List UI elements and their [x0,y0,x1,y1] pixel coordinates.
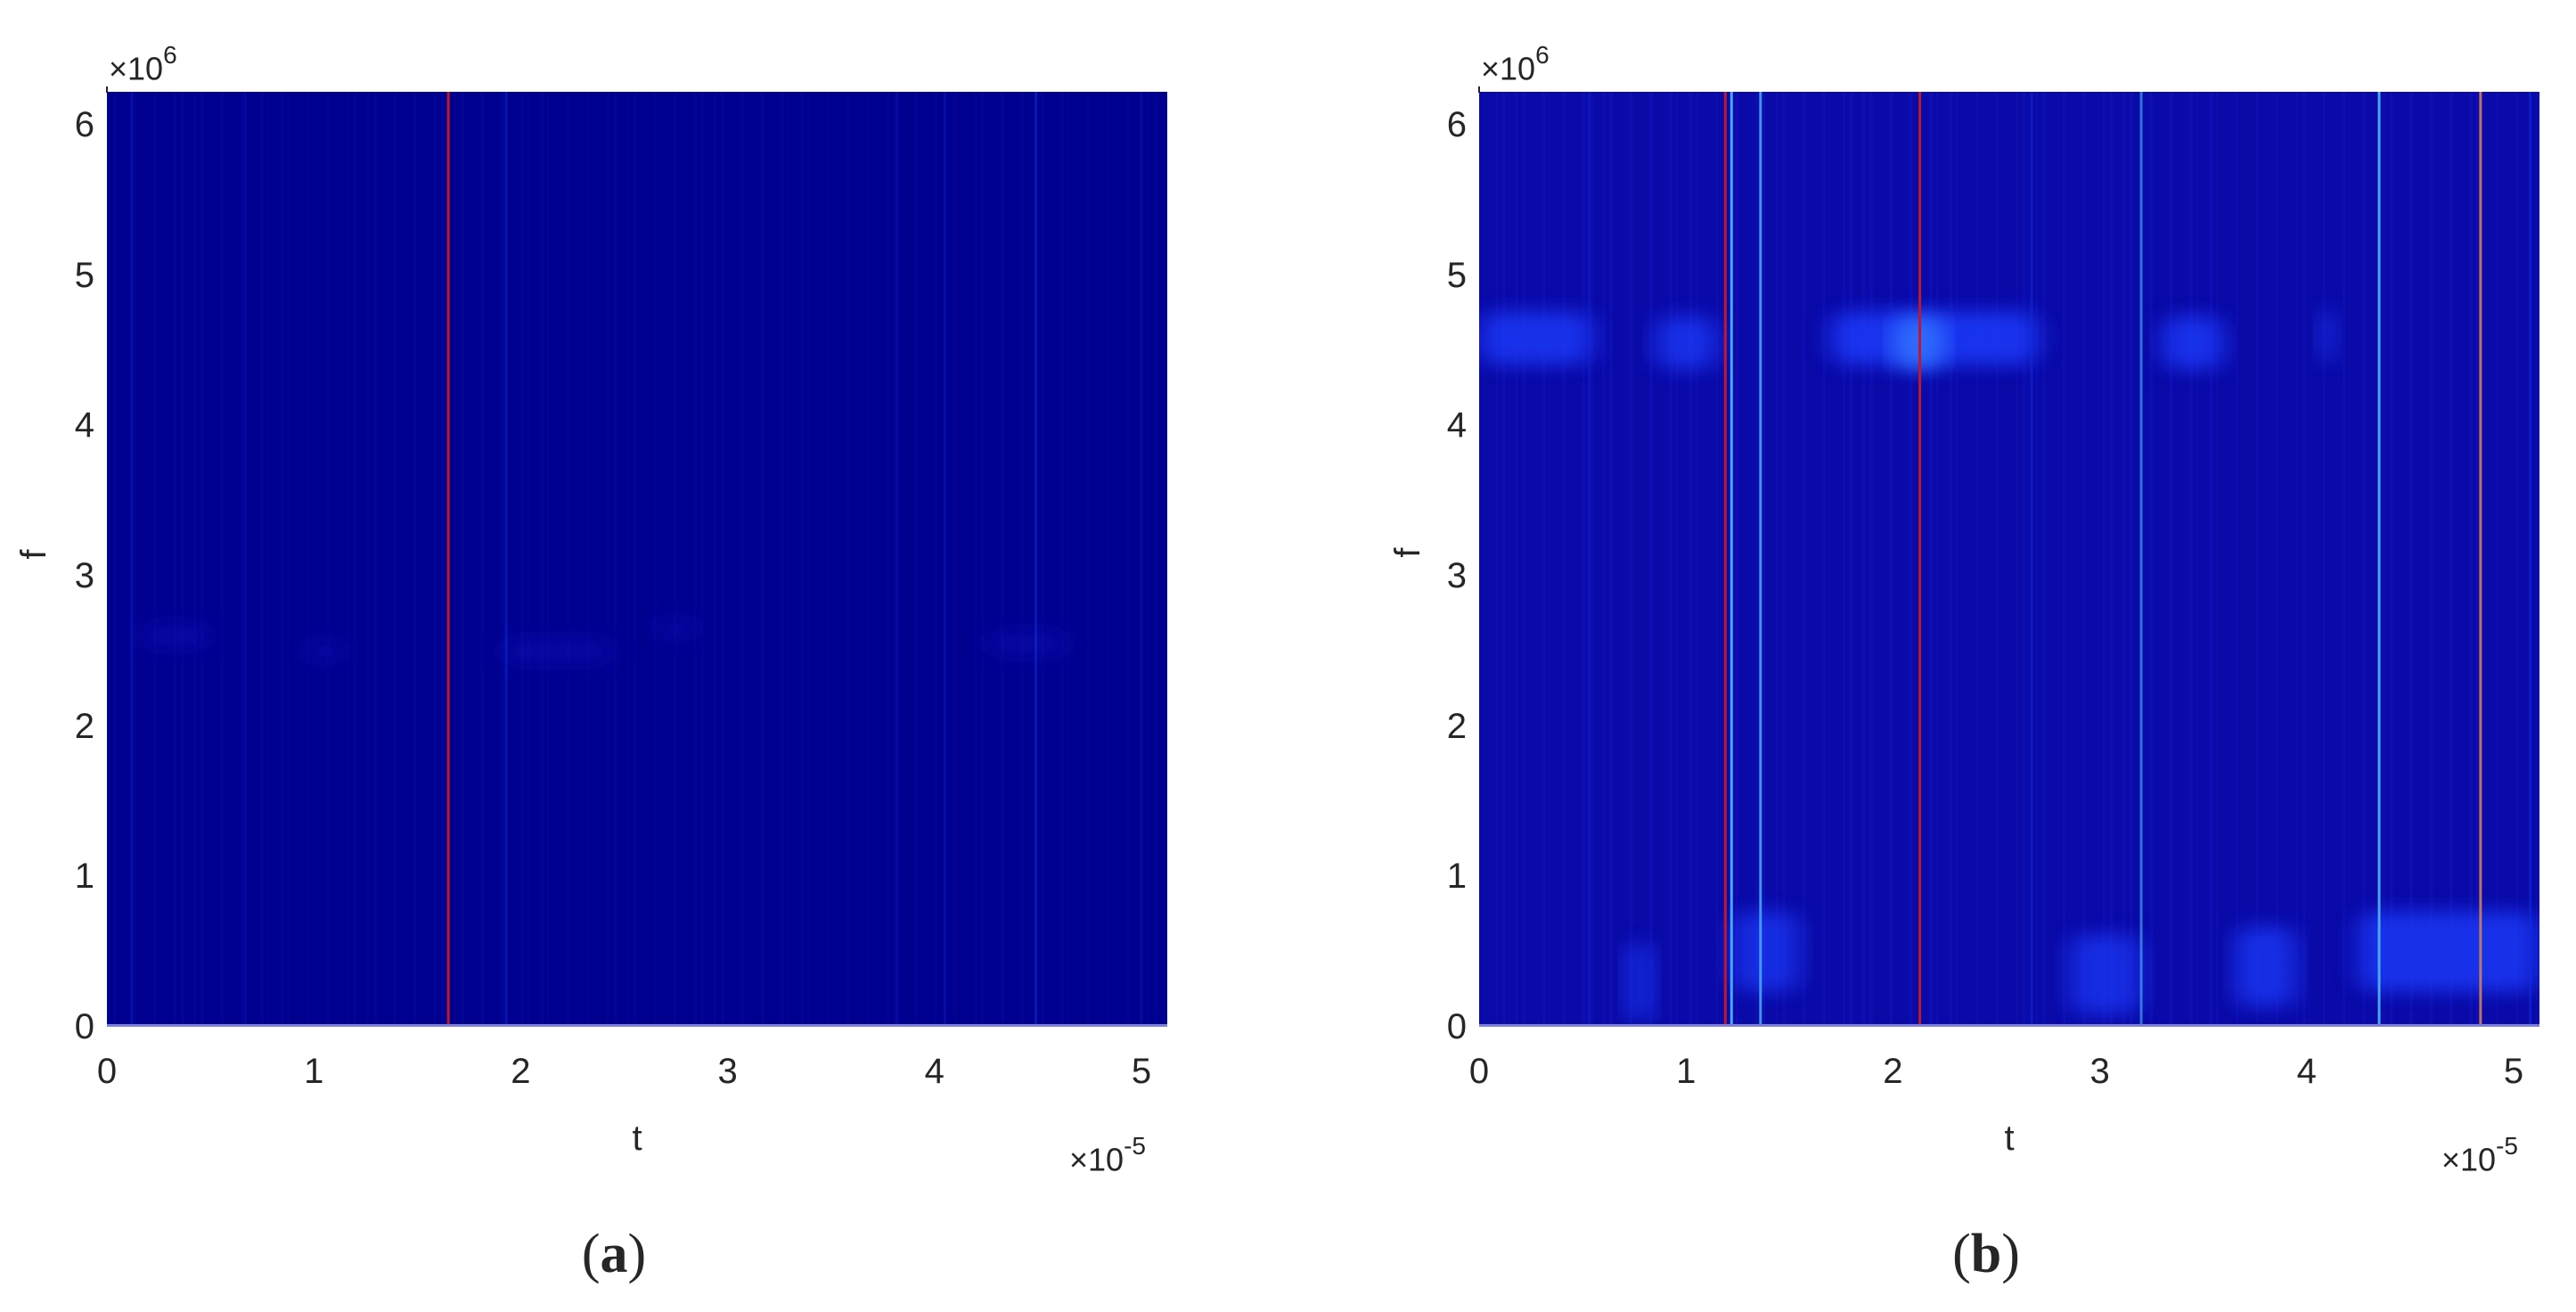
x-tick-label: 2 [511,1052,531,1091]
spectrogram-a [107,92,1167,1027]
y-tick-label: 3 [74,555,94,595]
y-tick-label: 4 [1446,406,1467,446]
energy-band [500,637,614,665]
y-tick-label: 1 [74,857,94,897]
y-tick-label: 0 [74,1007,94,1046]
cyan-vertical-line [2377,92,2381,1027]
blue-vertical-line [943,92,946,1027]
y-axis-top-tick [106,86,108,93]
x-exponent-label: ×10-5 [2441,1132,2518,1178]
blue-vertical-line [1140,92,1143,1027]
x-exponent-label: ×10-5 [1069,1132,1146,1178]
y-tick-label: 6 [1446,104,1467,144]
x-tick-label: 4 [924,1052,945,1091]
panel-caption-a: (a) [581,1224,647,1284]
red-vertical-line [1723,92,1727,1027]
x-tick-label: 5 [2503,1052,2524,1091]
orange-vertical-line [2479,92,2482,1027]
red-vertical-line [1918,92,1922,1027]
blue-vertical-line [1034,92,1038,1027]
x-tick-label: 3 [717,1052,738,1091]
energy-band [303,637,346,665]
x-tick-label: 1 [1676,1052,1697,1091]
panel-b: ×106 0 1 2 3 4 5 6 0 1 2 3 4 5 f t ×10-5 (b) [1372,0,2576,1312]
red-vertical-line [446,92,450,1027]
panel-caption-b: (b) [1952,1224,2020,1284]
y-tick-label: 2 [1446,706,1467,746]
spectrogram-b [1479,92,2539,1027]
y-tick-label: 4 [74,406,94,446]
panel-a: ×106 0 1 2 3 4 5 6 0 1 2 3 4 5 f t ×10-5 (a) [14,41,1167,1284]
y-tick-label: 5 [1446,255,1467,295]
y-tick-label: 6 [74,104,94,144]
x-tick-label: 0 [96,1052,118,1091]
y-tick-label: 3 [1446,555,1467,595]
x-tick-label: 5 [1131,1052,1152,1091]
blue-vertical-line [244,92,248,1027]
energy-band [985,629,1069,657]
x-axis-label: t [2004,1119,2015,1158]
blue-vertical-line [504,92,508,1027]
spectrogram-background [1479,92,2539,1027]
energy-band [1479,311,1593,365]
y-axis-label: f [1388,547,1427,558]
x-tick-label: 0 [1468,1052,1490,1091]
energy-band [2234,926,2297,1007]
y-axis-top-tick [1478,86,1480,93]
x-tick-label: 1 [304,1052,324,1091]
energy-band [2317,308,2338,362]
blue-vertical-line [895,92,899,1027]
x-tick-label: 2 [1883,1052,1903,1091]
x-axis-label: t [632,1119,642,1158]
energy-band [1655,316,1718,370]
blue-vertical-line [2030,92,2033,1027]
y-tick-label: 2 [74,706,94,746]
x-tick-label: 4 [2296,1052,2317,1091]
energy-band [2068,933,2142,1014]
energy-band [2358,911,2539,992]
cyan-vertical-line [1730,92,1733,1027]
energy-band [1623,941,1656,1022]
y-exponent-label: ×106 [109,41,177,87]
cyan-vertical-line [2139,92,2143,1027]
energy-band [2162,316,2224,370]
x-tick-label: 3 [2089,1052,2110,1091]
y-tick-label: 5 [74,255,94,295]
y-exponent-label: ×106 [1481,41,1550,87]
energy-band [137,622,211,650]
blue-vertical-line [2529,92,2532,1027]
blue-vertical-line [130,92,134,1027]
cyan-vertical-line [1759,92,1762,1027]
energy-band [1731,911,1800,992]
y-tick-label: 1 [1446,857,1467,897]
y-tick-label: 0 [1446,1007,1467,1046]
blue-vertical-line [1587,92,1591,1027]
spectrogram-background [107,92,1167,1027]
y-axis-label: f [14,549,53,560]
energy-band [655,614,697,642]
